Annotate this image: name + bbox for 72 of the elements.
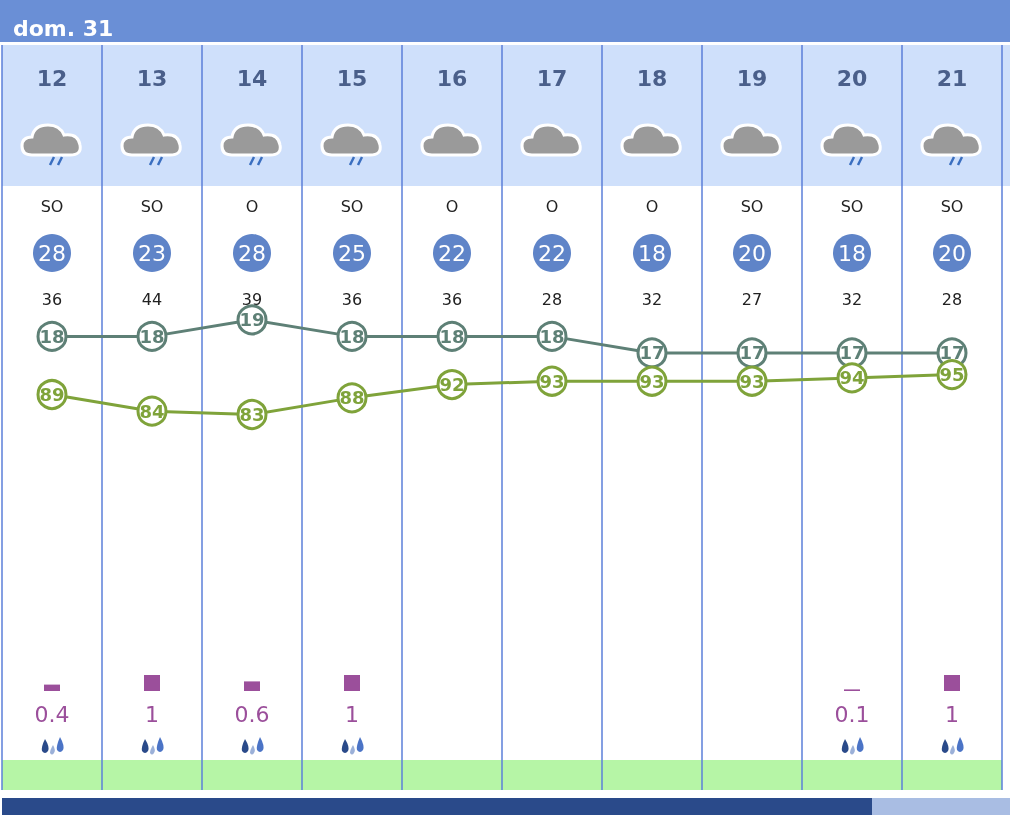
data-label: 93 [639, 370, 665, 392]
data-label: 84 [139, 400, 165, 422]
text: 28 [238, 240, 266, 266]
text: 18 [838, 240, 866, 266]
x-tick-label: 18 [636, 65, 668, 91]
text: 23 [138, 240, 166, 266]
text: 36 [41, 289, 63, 309]
bar [44, 684, 60, 691]
text: SO [740, 196, 764, 216]
x-tick-label: 20 [836, 65, 868, 91]
data-label: 17 [639, 342, 665, 364]
x-tick-label: 12 [36, 65, 68, 91]
data-label: 18 [539, 325, 565, 347]
x-tick-label: 16 [436, 65, 468, 91]
data-label: 18 [339, 325, 365, 347]
data-label: 19 [239, 309, 265, 331]
text: 25 [338, 240, 366, 266]
data-label: 93 [539, 370, 565, 392]
x-tick-label: 13 [136, 65, 168, 91]
x-tick-label: 19 [736, 65, 768, 91]
data-label: 92 [439, 374, 465, 396]
text: 36 [441, 289, 463, 309]
data-label: 95 [939, 364, 965, 386]
text: 32 [841, 289, 863, 309]
data-label: 0.4 [34, 701, 70, 727]
text: O [645, 196, 659, 216]
data-label: 17 [839, 342, 865, 364]
text: 28 [38, 240, 66, 266]
text: 28 [541, 289, 563, 309]
data-label: 83 [239, 404, 265, 425]
data-label: 94 [839, 367, 865, 389]
data-label: 18 [439, 325, 465, 347]
x-tick-label: 17 [536, 65, 568, 91]
text: O [245, 196, 259, 216]
bar [344, 675, 360, 691]
bar [144, 675, 160, 691]
text: 20 [738, 240, 766, 266]
data-label: 0.6 [234, 701, 270, 727]
text: 20 [938, 240, 966, 266]
x-tick-label: 15 [336, 65, 368, 91]
x-tick-label: 21 [936, 65, 968, 91]
text: 28 [941, 289, 963, 309]
text: O [545, 196, 559, 216]
data-label: 18 [139, 325, 165, 347]
data-label: 17 [739, 342, 765, 364]
text: 39 [241, 289, 263, 309]
text: SO [140, 196, 164, 216]
x-tick-label: 14 [236, 65, 268, 91]
bar [244, 681, 260, 691]
data-label: 89 [39, 384, 65, 406]
text: SO [40, 196, 64, 216]
data-label: 18 [39, 325, 65, 347]
text: SO [340, 196, 364, 216]
text: 32 [641, 289, 663, 309]
data-label: 1 [945, 701, 959, 727]
text: 44 [141, 289, 163, 309]
text: 27 [741, 289, 763, 309]
text: SO [840, 196, 864, 216]
text: 22 [438, 240, 466, 266]
data-label: 0.1 [834, 701, 870, 727]
data-label: 93 [739, 370, 765, 392]
text: 22 [538, 240, 566, 266]
text: SO [940, 196, 964, 216]
bar [944, 675, 960, 691]
data-label: 1 [345, 701, 359, 727]
text: 36 [341, 289, 363, 309]
data-label: 1 [145, 701, 159, 727]
text: 18 [638, 240, 666, 266]
chart-title: dom. 31 [13, 15, 114, 41]
data-label: 17 [939, 342, 965, 364]
text: O [445, 196, 459, 216]
data-label: 88 [339, 387, 365, 409]
